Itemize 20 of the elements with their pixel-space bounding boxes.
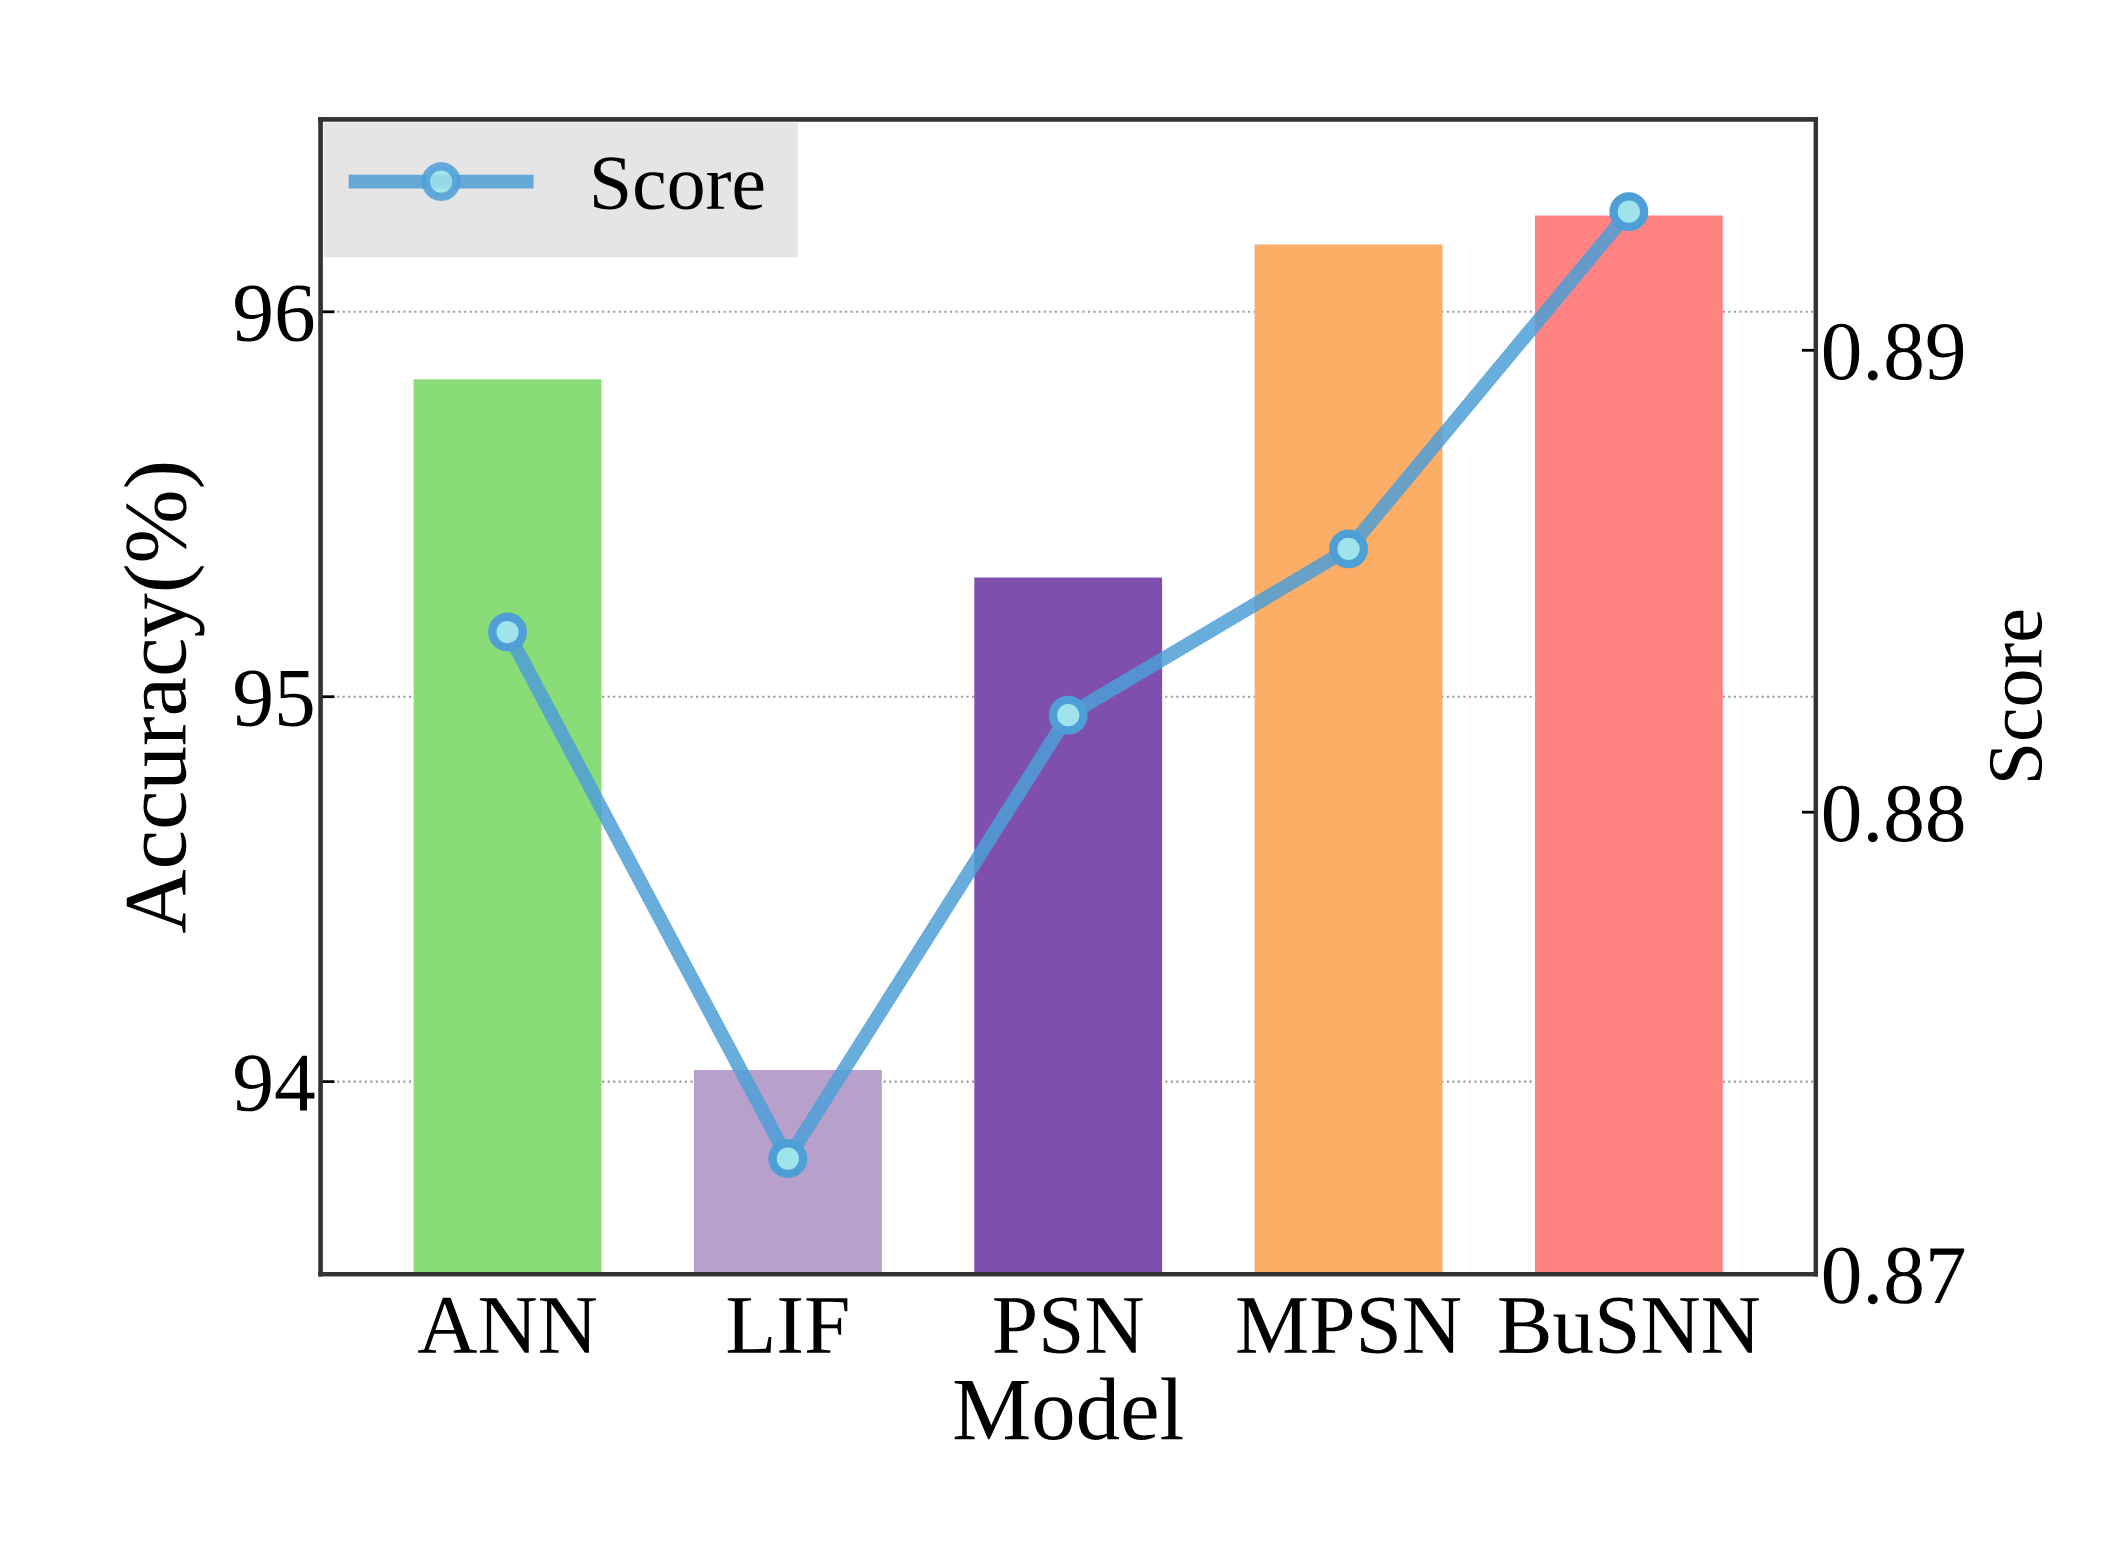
y-tick-label: 95 xyxy=(235,670,313,727)
legend-label: Score xyxy=(594,157,764,210)
x-tick-label: MPSN xyxy=(1237,1297,1461,1354)
x-tick-label: LIF xyxy=(727,1298,848,1353)
point xyxy=(1048,695,1088,735)
x-tick-label: PSN xyxy=(994,1297,1143,1354)
y2-tick-label: 0.89 xyxy=(1823,323,1964,381)
point xyxy=(1609,192,1649,232)
point xyxy=(1329,529,1368,569)
y-tick-label: 96 xyxy=(235,285,314,342)
x-axis-title: Model xyxy=(954,1377,1183,1441)
y-axis-title: Accuracy(%) xyxy=(123,463,205,933)
x-tick-label: BuSNN xyxy=(1499,1297,1759,1354)
point xyxy=(488,612,527,652)
point xyxy=(768,1139,808,1179)
y-tick-label: 94 xyxy=(235,1055,315,1112)
y2-tick-label: 0.87 xyxy=(1823,1247,1965,1305)
y2-tick-label: 0.88 xyxy=(1823,785,1964,843)
y2-axis-title: Score xyxy=(1989,610,2043,781)
x-tick-label: ANN xyxy=(418,1297,596,1353)
